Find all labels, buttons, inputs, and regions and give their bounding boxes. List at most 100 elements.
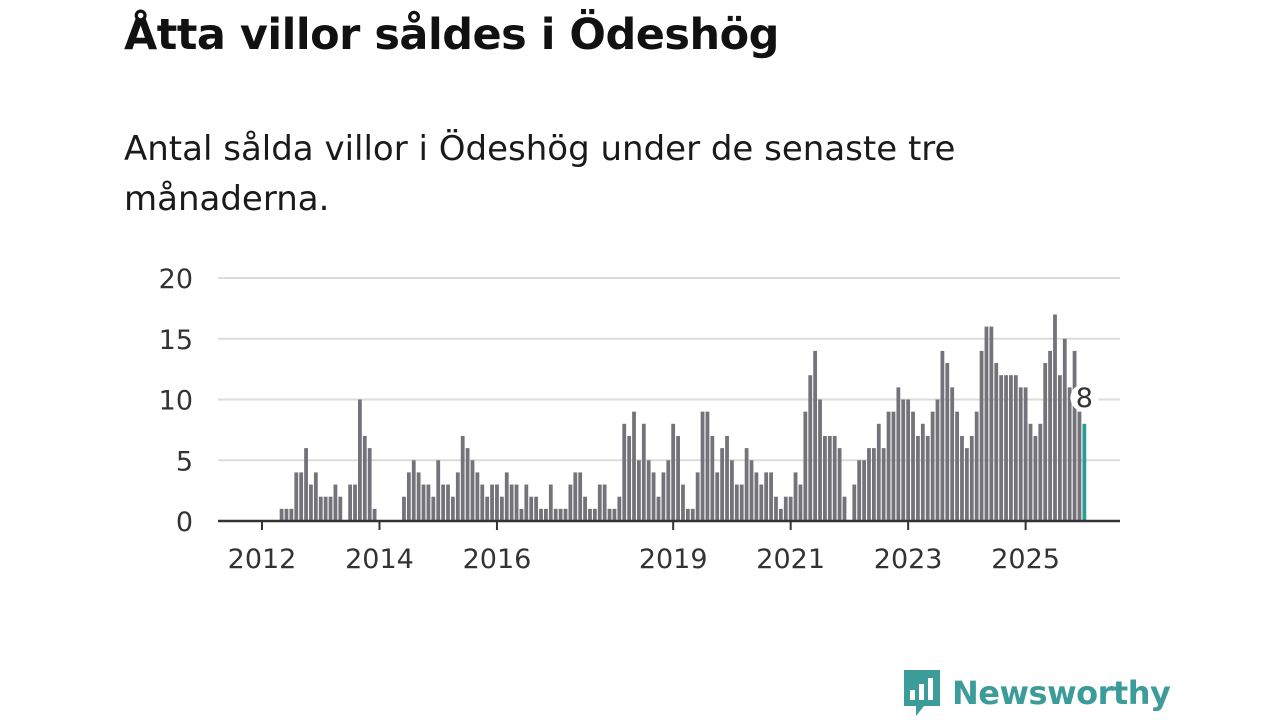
bar	[451, 496, 455, 521]
bar	[637, 460, 641, 521]
bar	[323, 496, 328, 521]
bar	[612, 508, 617, 521]
x-tick-label: 2025	[991, 544, 1060, 575]
bar	[720, 448, 725, 521]
bar	[597, 484, 602, 521]
bar	[1038, 423, 1043, 521]
bar	[671, 423, 676, 521]
bar	[641, 423, 646, 521]
bar	[490, 484, 494, 521]
bar	[539, 508, 543, 521]
bar	[455, 472, 460, 521]
bar	[813, 350, 818, 521]
bar	[964, 448, 969, 521]
bar	[1077, 411, 1082, 521]
bar	[499, 496, 504, 521]
chart-subtitle: Antal sålda villor i Ödeshög under de se…	[124, 129, 956, 219]
bar	[470, 460, 475, 521]
bar	[328, 496, 333, 521]
bar	[367, 448, 372, 521]
bar	[798, 484, 803, 521]
bar	[338, 496, 343, 521]
bar	[871, 448, 876, 521]
bar	[480, 484, 485, 521]
bar	[1023, 387, 1028, 521]
bar	[690, 508, 695, 521]
bar	[1043, 363, 1048, 521]
bar	[524, 484, 529, 521]
bar	[881, 448, 886, 521]
bar	[583, 496, 587, 521]
bar	[935, 399, 940, 521]
bar	[416, 472, 421, 521]
bar	[504, 472, 509, 521]
bar	[681, 484, 685, 521]
bar	[426, 484, 431, 521]
bar	[808, 375, 813, 521]
bar	[1009, 375, 1013, 521]
annotation-bubble	[1070, 383, 1099, 412]
bar	[563, 508, 568, 521]
bar	[441, 484, 446, 521]
bar	[1033, 435, 1038, 521]
x-tick-label: 2016	[463, 544, 532, 575]
bar	[495, 484, 499, 521]
bar	[294, 472, 299, 521]
bar	[920, 423, 925, 521]
bar	[568, 484, 573, 521]
bar	[749, 460, 754, 521]
bar	[788, 496, 793, 521]
bar	[715, 472, 720, 521]
bar	[656, 496, 661, 521]
y-tick-label: 20	[159, 264, 193, 295]
bar	[588, 508, 592, 521]
bars	[279, 314, 1087, 521]
x-axis	[218, 519, 1120, 530]
bar	[876, 423, 881, 521]
bar	[901, 399, 906, 521]
bar	[896, 387, 901, 521]
bar	[406, 472, 411, 521]
bar	[945, 363, 950, 521]
bar	[460, 435, 465, 521]
bar	[832, 435, 837, 521]
bar	[950, 387, 955, 521]
bar	[318, 496, 323, 521]
bar	[862, 460, 866, 521]
bar	[475, 472, 480, 521]
brand-name: Newsworthy	[952, 674, 1171, 712]
bar-chart-speech-bubble-icon	[904, 670, 940, 716]
bar	[823, 435, 827, 521]
bar	[309, 484, 313, 521]
bar	[402, 496, 406, 521]
bar	[1048, 350, 1052, 521]
bar	[1053, 314, 1057, 521]
bar	[304, 448, 308, 521]
bar	[509, 484, 514, 521]
bar	[446, 484, 450, 521]
bar	[783, 496, 788, 521]
bar	[362, 435, 367, 521]
y-axis-labels: 0 5 10 15 20	[159, 264, 193, 538]
bar	[602, 484, 607, 521]
bar	[916, 435, 920, 521]
bar	[837, 448, 842, 521]
newsworthy-logo: Newsworthy	[902, 668, 1171, 718]
bar	[734, 484, 739, 521]
bar	[289, 508, 294, 521]
last-value-annotation: 8	[1070, 383, 1099, 414]
x-tick-label: 2019	[639, 544, 708, 575]
last-value-label: 8	[1076, 383, 1093, 414]
y-tick-label: 15	[159, 325, 193, 356]
bar	[793, 472, 798, 521]
bar	[519, 508, 524, 521]
bar	[666, 460, 671, 521]
y-tick-label: 0	[176, 507, 193, 538]
chart-title: Åtta villor såldes i Ödeshög	[124, 10, 779, 60]
bar	[485, 496, 490, 521]
bar	[1018, 387, 1023, 521]
bar	[1067, 387, 1072, 521]
bar	[465, 448, 470, 521]
bar	[411, 460, 416, 521]
bar	[514, 484, 519, 521]
